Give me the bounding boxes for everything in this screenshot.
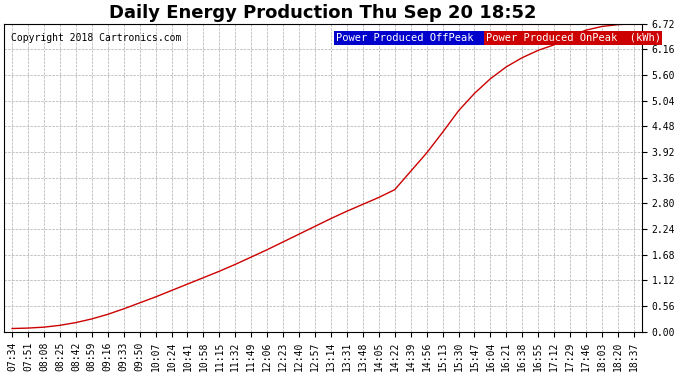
Text: Copyright 2018 Cartronics.com: Copyright 2018 Cartronics.com (10, 33, 181, 43)
Text: Power Produced OnPeak  (kWh): Power Produced OnPeak (kWh) (486, 33, 660, 43)
Text: Power Produced OffPeak  (kWh): Power Produced OffPeak (kWh) (336, 33, 517, 43)
Title: Daily Energy Production Thu Sep 20 18:52: Daily Energy Production Thu Sep 20 18:52 (109, 4, 537, 22)
